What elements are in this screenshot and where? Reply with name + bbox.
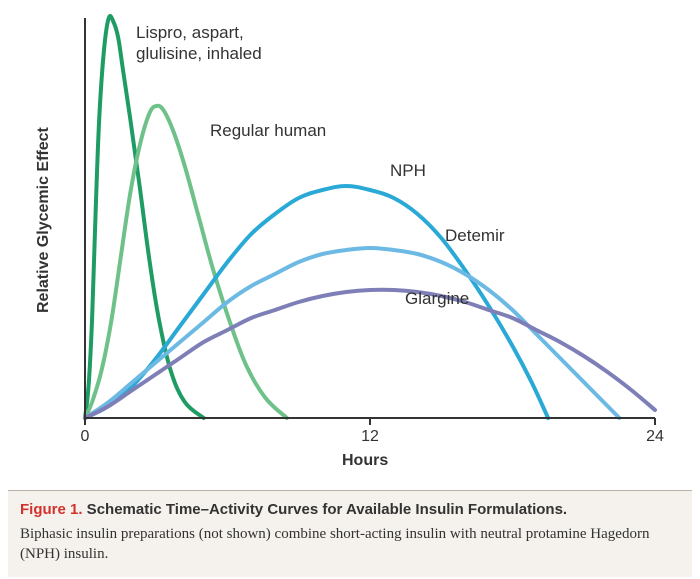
- y-axis-label: Relative Glycemic Effect: [35, 127, 53, 313]
- curve-label-nph: NPH: [390, 160, 426, 181]
- caption-figure-label: Figure 1.: [20, 501, 83, 518]
- x-axis-label: Hours: [342, 452, 388, 470]
- figure-frame: Lispro, aspart, glulisine, inhaled Regul…: [0, 0, 700, 579]
- curve-label-rapid: Lispro, aspart, glulisine, inhaled: [136, 22, 262, 65]
- caption-title-text: Schematic Time–Activity Curves for Avail…: [83, 501, 568, 518]
- x-tick-0: 0: [65, 428, 105, 446]
- curve-regular: [85, 106, 287, 418]
- caption-box: Figure 1. Schematic Time–Activity Curves…: [8, 490, 692, 577]
- curve-glargine: [85, 290, 655, 418]
- x-tick-24: 24: [635, 428, 675, 446]
- curve-label-detemir: Detemir: [445, 225, 505, 246]
- caption-title: Figure 1. Schematic Time–Activity Curves…: [20, 501, 680, 518]
- curve-label-regular: Regular human: [210, 120, 326, 141]
- caption-body: Biphasic insulin preparations (not shown…: [20, 524, 680, 565]
- curve-label-glargine: Glargine: [405, 288, 469, 309]
- x-tick-12: 12: [350, 428, 390, 446]
